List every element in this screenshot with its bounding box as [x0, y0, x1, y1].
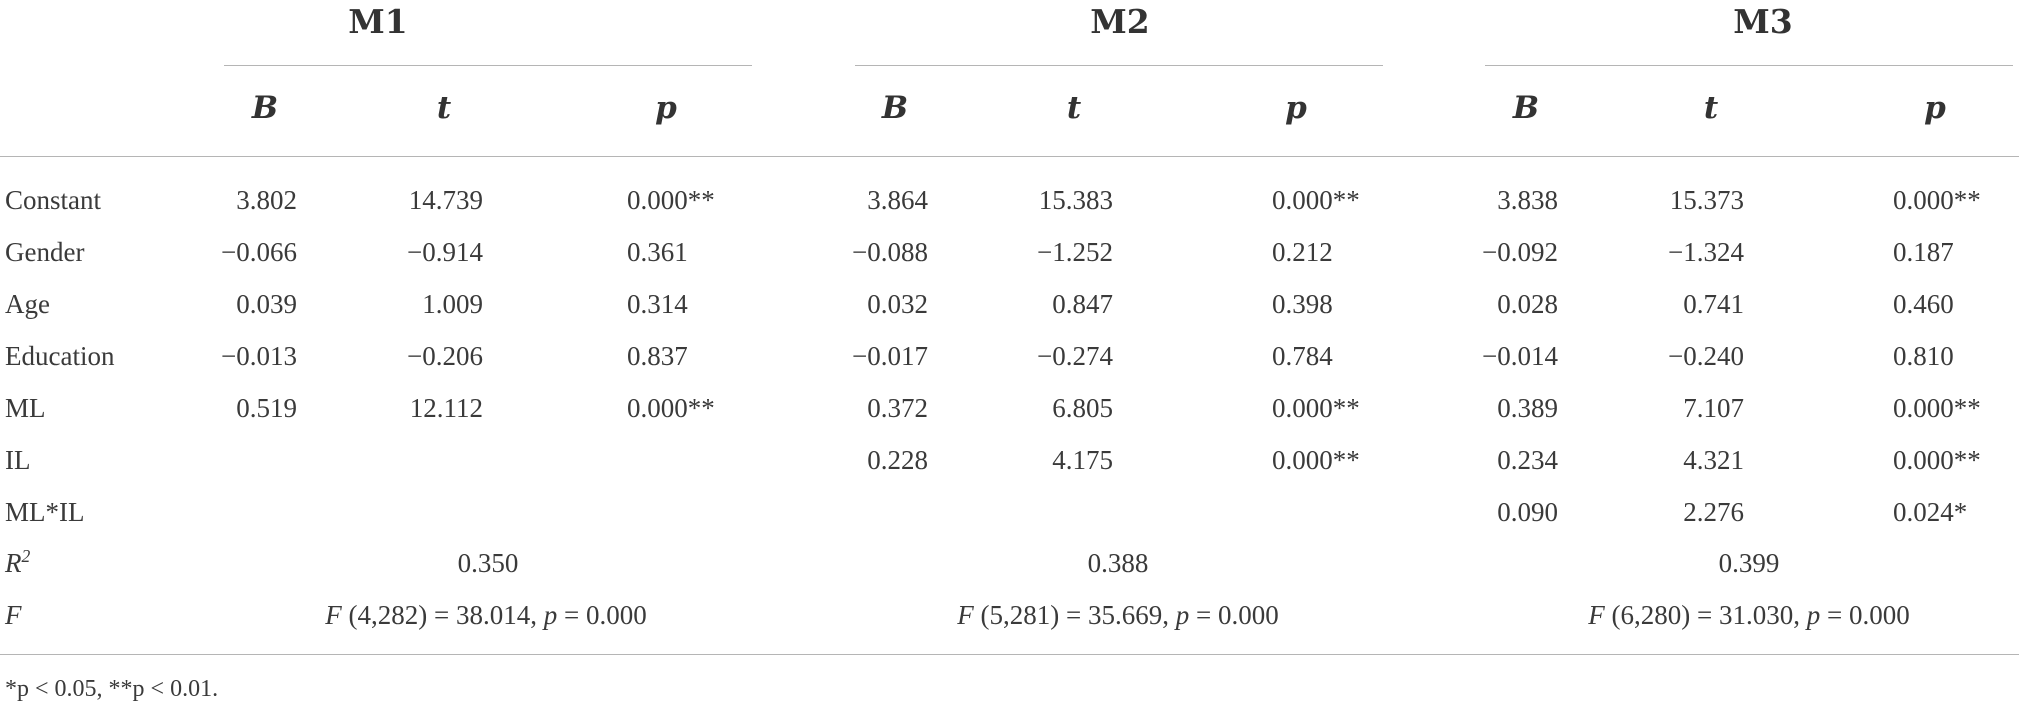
- cell-b-m2: 3.864: [867, 185, 928, 215]
- model-header-m3: M3: [1733, 2, 1793, 41]
- cell-b-m3: −0.014: [1482, 341, 1558, 371]
- cell-b-m2: 0.372: [867, 393, 928, 423]
- cell-p-m2: 0.000**: [1272, 393, 1360, 423]
- cell-t-m3: −1.324: [1668, 237, 1744, 267]
- col-header-p-m3: p: [1924, 90, 1946, 126]
- header-rule: [0, 156, 2019, 157]
- cell-p-m2: 0.398: [1272, 289, 1333, 319]
- cell-b-m2: −0.017: [852, 341, 928, 371]
- model-m3-underline: [1485, 65, 2013, 66]
- row-label: Constant: [5, 185, 102, 215]
- cell-t-m2: 6.805: [1052, 393, 1113, 423]
- col-header-b-m3: B: [1512, 90, 1540, 126]
- cell-t-m3: 2.276: [1683, 497, 1744, 527]
- cell-b-m3: 0.389: [1497, 393, 1558, 423]
- f-m2: F (5,281) = 35.669, p = 0.000: [957, 600, 1279, 630]
- cell-b-m3: 0.090: [1497, 497, 1558, 527]
- r2-row-label: R2: [5, 546, 31, 578]
- cell-t-m3: 15.373: [1669, 185, 1744, 215]
- cell-b-m1: −0.013: [221, 341, 297, 371]
- footnote: *p < 0.05, **p < 0.01.: [5, 676, 219, 702]
- col-header-t-m3: t: [1703, 90, 1719, 126]
- cell-b-m1: 0.519: [236, 393, 297, 423]
- cell-p-m3: 0.187: [1893, 237, 1954, 267]
- cell-t-m1: 14.739: [408, 185, 483, 215]
- cell-p-m1: 0.000**: [627, 393, 715, 423]
- cell-b-m1: 0.039: [236, 289, 297, 319]
- cell-p-m2: 0.000**: [1272, 445, 1360, 475]
- row-label: ML*IL: [5, 497, 85, 527]
- cell-t-m2: 4.175: [1052, 445, 1113, 475]
- table-bottom-rule: [0, 654, 2019, 655]
- cell-t-m2: 0.847: [1052, 289, 1113, 319]
- cell-b-m2: 0.032: [867, 289, 928, 319]
- cell-p-m3: 0.000**: [1893, 393, 1981, 423]
- cell-t-m2: −0.274: [1037, 341, 1113, 371]
- cell-b-m1: 3.802: [236, 185, 297, 215]
- r2-m3: 0.399: [1718, 548, 1780, 578]
- cell-t-m1: −0.206: [407, 341, 483, 371]
- col-header-p-m1: p: [655, 90, 677, 126]
- cell-b-m2: 0.228: [867, 445, 928, 475]
- cell-p-m3: 0.810: [1893, 341, 1954, 371]
- cell-p-m3: 0.000**: [1893, 445, 1981, 475]
- col-header-b-m1: B: [251, 90, 279, 126]
- cell-b-m3: 0.234: [1497, 445, 1558, 475]
- cell-t-m3: 4.321: [1683, 445, 1744, 475]
- model-header-m2: M2: [1090, 2, 1150, 41]
- cell-p-m3: 0.000**: [1893, 185, 1981, 215]
- f-m3: F (6,280) = 31.030, p = 0.000: [1588, 600, 1910, 630]
- f-row-label: F: [5, 600, 22, 630]
- col-header-p-m2: p: [1285, 90, 1307, 126]
- cell-b-m1: −0.066: [221, 237, 297, 267]
- model-m1-underline: [224, 65, 752, 66]
- cell-t-m3: 7.107: [1683, 393, 1744, 423]
- f-m1: F (4,282) = 38.014, p = 0.000: [325, 600, 647, 630]
- row-label: Gender: [5, 237, 85, 267]
- cell-t-m1: 1.009: [422, 289, 483, 319]
- r2-m2: 0.388: [1087, 548, 1149, 578]
- cell-p-m1: 0.837: [627, 341, 688, 371]
- cell-p-m1: 0.361: [627, 237, 688, 267]
- col-header-t-m1: t: [436, 90, 452, 126]
- cell-p-m2: 0.000**: [1272, 185, 1360, 215]
- model-m2-underline: [855, 65, 1383, 66]
- row-label: Education: [5, 341, 115, 371]
- cell-p-m2: 0.784: [1272, 341, 1333, 371]
- model-header-m1: M1: [348, 2, 408, 41]
- cell-t-m1: −0.914: [407, 237, 483, 267]
- cell-p-m2: 0.212: [1272, 237, 1333, 267]
- col-header-b-m2: B: [881, 90, 909, 126]
- row-label: Age: [5, 289, 50, 319]
- row-label: IL: [5, 445, 31, 475]
- cell-t-m2: 15.383: [1038, 185, 1113, 215]
- cell-p-m1: 0.314: [627, 289, 688, 319]
- cell-b-m3: −0.092: [1482, 237, 1558, 267]
- cell-t-m1: 12.112: [409, 393, 483, 423]
- cell-t-m3: −0.240: [1668, 341, 1744, 371]
- cell-p-m1: 0.000**: [627, 185, 715, 215]
- cell-t-m2: −1.252: [1037, 237, 1113, 267]
- cell-b-m2: −0.088: [852, 237, 928, 267]
- cell-b-m3: 0.028: [1497, 289, 1558, 319]
- cell-t-m3: 0.741: [1683, 289, 1744, 319]
- row-label: ML: [5, 393, 46, 423]
- cell-b-m3: 3.838: [1497, 185, 1558, 215]
- col-header-t-m2: t: [1066, 90, 1082, 126]
- cell-p-m3: 0.024*: [1893, 497, 1968, 527]
- cell-p-m3: 0.460: [1893, 289, 1954, 319]
- r2-m1: 0.350: [457, 548, 519, 578]
